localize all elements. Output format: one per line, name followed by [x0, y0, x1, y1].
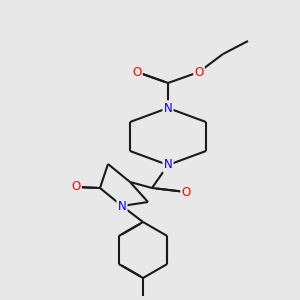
Text: O: O — [132, 65, 142, 79]
Text: N: N — [164, 158, 172, 172]
Text: N: N — [118, 200, 126, 212]
Text: O: O — [182, 185, 190, 199]
Text: O: O — [71, 181, 81, 194]
Text: N: N — [164, 101, 172, 115]
Text: O: O — [194, 65, 204, 79]
